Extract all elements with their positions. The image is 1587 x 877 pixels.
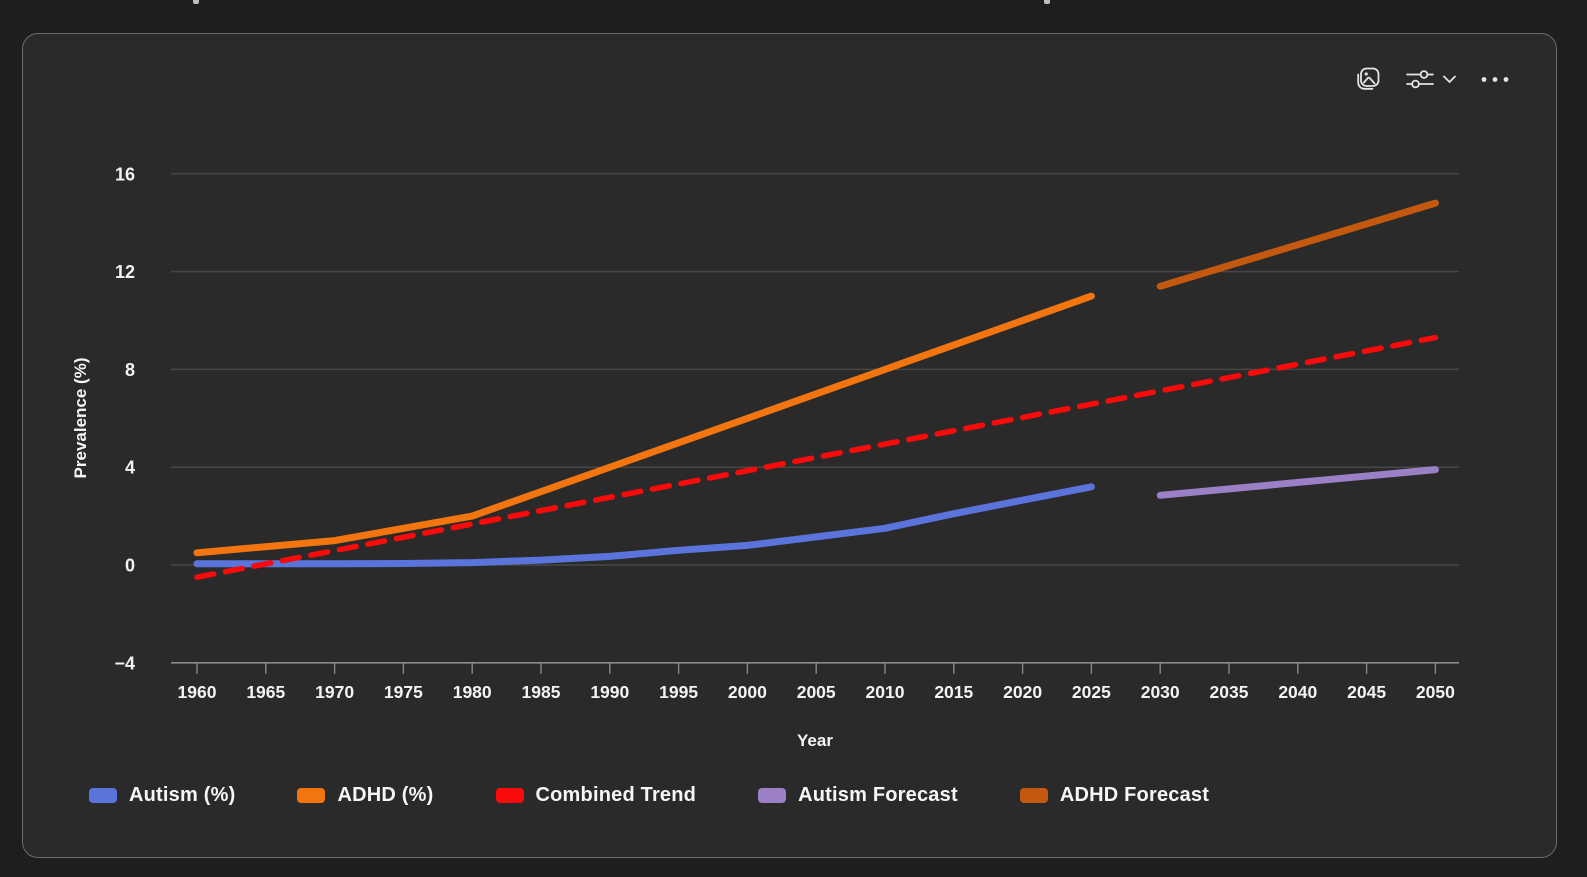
legend-item: Combined Trend [495,784,697,807]
y-tick-label: 0 [125,556,135,576]
legend-swatch [297,788,326,803]
x-tick-label: 1995 [659,682,698,702]
series-line-adhd [193,292,1095,557]
cropped-text-fragment [1044,0,1050,4]
legend-label: ADHD Forecast [1059,784,1210,806]
legend-label: Autism Forecast [798,784,958,806]
x-tick-label: 1980 [453,682,492,702]
chart-toolbar [1351,61,1514,97]
series-line-autism [193,483,1095,568]
legend-item: Autism Forecast [758,784,958,807]
y-tick-label: 8 [125,360,135,380]
x-axis [171,661,1459,674]
x-tick-label: 1965 [246,682,285,702]
series-line-combined-trend [194,334,1439,580]
image-icon [1357,67,1380,90]
x-tick-label: 2020 [1003,682,1042,702]
sliders-icon [1406,70,1434,89]
chevron-down-icon [1443,75,1456,83]
x-axis-title: Year [797,731,833,750]
line-chart: −4 0 4 8 12 16 1960 1965 1970 1975 1980 1985 1990 199… [71,164,1459,750]
x-tick-label: 2005 [797,682,836,702]
legend-label: Combined Trend [535,784,697,806]
legend-swatch [1019,788,1048,803]
y-tick-label: 4 [125,458,135,478]
x-tick-label: 2000 [728,682,767,702]
x-tick-label: 2035 [1210,682,1249,702]
series-line-autism-forecast [1156,466,1439,499]
y-tick-labels: −4 0 4 8 12 16 [114,164,135,673]
chart-settings-dropdown[interactable] [1402,62,1459,96]
x-tick-label: 1990 [590,682,629,702]
ellipsis-icon [1481,77,1509,82]
cropped-text-fragment [193,0,199,4]
x-tick-label: 2030 [1141,682,1180,702]
more-options-button[interactable] [1476,62,1514,96]
x-tick-label: 2010 [866,682,905,702]
x-tick-label: 2040 [1278,682,1317,702]
x-tick-label: 1970 [315,682,354,702]
gridlines [171,173,1459,566]
x-tick-label: 2015 [934,682,973,702]
x-tick-label: 1975 [384,682,423,702]
chart-legend: Autism (%) ADHD (%) Combined Trend Autism F… [89,784,1209,807]
legend-swatch [758,788,787,803]
legend-item: Autism (%) [89,784,235,807]
chart-card: −4 0 4 8 12 16 1960 1965 1970 1975 1980 1985 1990 199… [22,33,1557,858]
x-tick-labels: 1960 1965 1970 1975 1980 1985 1990 1995 2000 2005… [178,682,1456,702]
y-tick-label: 12 [115,262,135,282]
legend-swatch [495,788,524,803]
y-axis-title: Prevalence (%) [71,358,90,479]
x-tick-label: 2050 [1416,682,1455,702]
x-tick-label: 1960 [178,682,217,702]
legend-label: Autism (%) [129,784,236,806]
legend-label: ADHD (%) [337,784,434,806]
x-tick-label: 2045 [1347,682,1386,702]
export-image-button[interactable] [1351,62,1385,96]
x-tick-label: 1985 [522,682,561,702]
legend-item: ADHD Forecast [1019,784,1210,807]
legend-swatch [89,788,117,803]
series-group [193,199,1439,580]
y-tick-label: −4 [114,653,135,673]
series-line-adhd-forecast [1156,199,1439,290]
legend-item: ADHD (%) [297,784,433,807]
x-tick-label: 2025 [1072,682,1111,702]
y-tick-label: 16 [115,164,135,184]
